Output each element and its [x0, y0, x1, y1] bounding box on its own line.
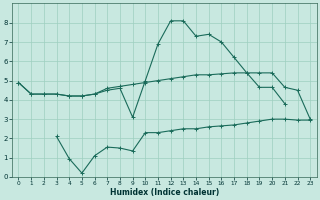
- X-axis label: Humidex (Indice chaleur): Humidex (Indice chaleur): [110, 188, 219, 197]
